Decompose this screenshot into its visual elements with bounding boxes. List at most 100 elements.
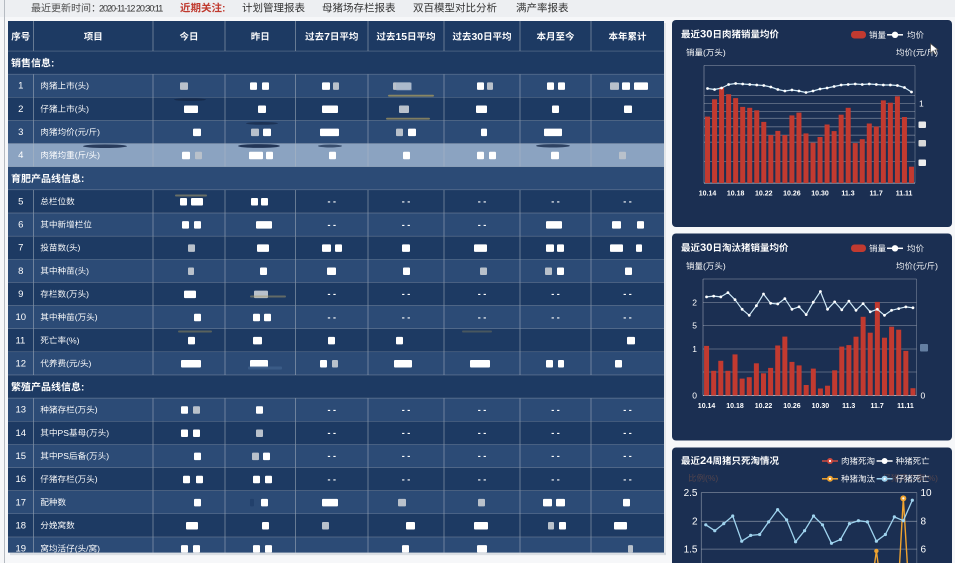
svg-text:/: / xyxy=(86,544,89,554)
svg-text:(: ( xyxy=(66,289,69,299)
svg-text:- -: - - xyxy=(402,428,411,438)
svg-text::: : xyxy=(222,3,226,15)
svg-text:): ) xyxy=(86,104,89,114)
svg-text:11.7: 11.7 xyxy=(871,403,884,410)
svg-text:- -: - - xyxy=(328,289,337,299)
svg-text:(%): (%) xyxy=(925,473,938,483)
svg-text:- -: - - xyxy=(623,197,632,207)
svg-text:15: 15 xyxy=(15,451,26,462)
svg-text:- -: - - xyxy=(623,405,632,415)
svg-text:- -: - - xyxy=(478,428,487,438)
svg-text:- -: - - xyxy=(328,220,337,230)
svg-text:14: 14 xyxy=(15,428,26,439)
svg-text:24: 24 xyxy=(700,455,713,467)
svg-text:12: 12 xyxy=(15,358,26,369)
svg-text:- -: - - xyxy=(402,312,411,322)
svg-text:11.3: 11.3 xyxy=(842,403,855,410)
svg-text:(: ( xyxy=(75,81,78,91)
svg-text:): ) xyxy=(89,358,92,368)
svg-text:PS: PS xyxy=(58,428,70,438)
svg-text:10.26: 10.26 xyxy=(783,191,801,198)
svg-text:30: 30 xyxy=(700,29,712,41)
svg-text:11.11: 11.11 xyxy=(897,403,914,410)
svg-text:(: ( xyxy=(913,261,916,271)
svg-text:6: 6 xyxy=(18,220,23,231)
svg-text:(: ( xyxy=(86,451,89,461)
svg-text:- -: - - xyxy=(328,474,337,484)
svg-text:- -: - - xyxy=(328,197,337,207)
svg-text:0: 0 xyxy=(921,391,926,401)
svg-text:(: ( xyxy=(86,428,89,438)
svg-text:- -: - - xyxy=(478,312,487,322)
svg-text:6: 6 xyxy=(921,545,927,556)
svg-text:1.5: 1.5 xyxy=(684,545,698,556)
svg-text:): ) xyxy=(106,451,109,461)
svg-text:): ) xyxy=(97,544,100,554)
svg-text:(: ( xyxy=(75,544,78,554)
svg-text:/: / xyxy=(78,358,81,368)
svg-text:- -: - - xyxy=(402,405,411,415)
svg-text:(: ( xyxy=(75,150,78,160)
svg-text::: : xyxy=(81,174,84,185)
svg-text:/: / xyxy=(924,261,927,271)
svg-text:): ) xyxy=(723,48,726,58)
svg-text:- -: - - xyxy=(551,474,560,484)
svg-text:): ) xyxy=(723,261,726,271)
svg-text:8: 8 xyxy=(18,266,23,277)
svg-text:1: 1 xyxy=(692,344,697,354)
svg-text:0: 0 xyxy=(692,391,697,401)
svg-text:- -: - - xyxy=(402,289,411,299)
svg-text:11.7: 11.7 xyxy=(870,191,883,198)
svg-text:- -: - - xyxy=(623,312,632,322)
svg-text:): ) xyxy=(935,261,938,271)
svg-text:- -: - - xyxy=(551,428,560,438)
svg-text::: : xyxy=(81,382,84,393)
svg-text:- -: - - xyxy=(328,312,337,322)
svg-text:- -: - - xyxy=(478,451,487,461)
svg-text:(%): (%) xyxy=(705,473,718,483)
svg-text:10.30: 10.30 xyxy=(811,191,829,198)
svg-text:17: 17 xyxy=(15,497,26,508)
svg-text:(: ( xyxy=(703,48,706,58)
svg-text:): ) xyxy=(95,405,98,415)
svg-text:- -: - - xyxy=(623,474,632,484)
svg-text::: : xyxy=(51,58,54,69)
svg-text:2: 2 xyxy=(692,298,697,308)
svg-text:11.11: 11.11 xyxy=(896,191,913,198)
svg-text:(: ( xyxy=(75,312,78,322)
svg-text:10: 10 xyxy=(921,488,933,499)
svg-text:11.3: 11.3 xyxy=(841,191,854,198)
svg-text:8: 8 xyxy=(921,517,927,528)
svg-text:- -: - - xyxy=(478,474,487,484)
svg-text:1: 1 xyxy=(18,81,23,92)
svg-text:1: 1 xyxy=(919,99,924,109)
svg-text:/: / xyxy=(86,127,89,137)
svg-text:19: 19 xyxy=(15,544,26,555)
svg-text:(: ( xyxy=(66,358,69,368)
svg-text:5: 5 xyxy=(18,196,23,207)
svg-text:10.18: 10.18 xyxy=(726,403,744,410)
svg-text:- -: - - xyxy=(623,428,632,438)
svg-text:- -: - - xyxy=(402,220,411,230)
svg-text:(: ( xyxy=(75,405,78,415)
svg-text:10.26: 10.26 xyxy=(783,403,801,410)
svg-text:- -: - - xyxy=(478,289,487,299)
svg-text:(: ( xyxy=(66,243,69,253)
svg-text:16: 16 xyxy=(15,474,26,485)
svg-text:- -: - - xyxy=(402,474,411,484)
svg-text:- -: - - xyxy=(478,220,487,230)
svg-text:30: 30 xyxy=(471,32,483,43)
svg-text:): ) xyxy=(95,312,98,322)
svg-text:2: 2 xyxy=(692,517,698,528)
svg-text:- -: - - xyxy=(328,405,337,415)
svg-text:10.22: 10.22 xyxy=(755,191,773,198)
svg-text:3: 3 xyxy=(18,127,23,138)
svg-text:10.14: 10.14 xyxy=(698,403,716,410)
svg-text:- -: - - xyxy=(623,451,632,461)
svg-text:): ) xyxy=(935,48,938,58)
svg-text:2: 2 xyxy=(18,104,23,115)
svg-text:- -: - - xyxy=(478,197,487,207)
svg-text:(: ( xyxy=(703,261,706,271)
svg-text:- -: - - xyxy=(478,405,487,415)
svg-text:11: 11 xyxy=(15,335,25,346)
